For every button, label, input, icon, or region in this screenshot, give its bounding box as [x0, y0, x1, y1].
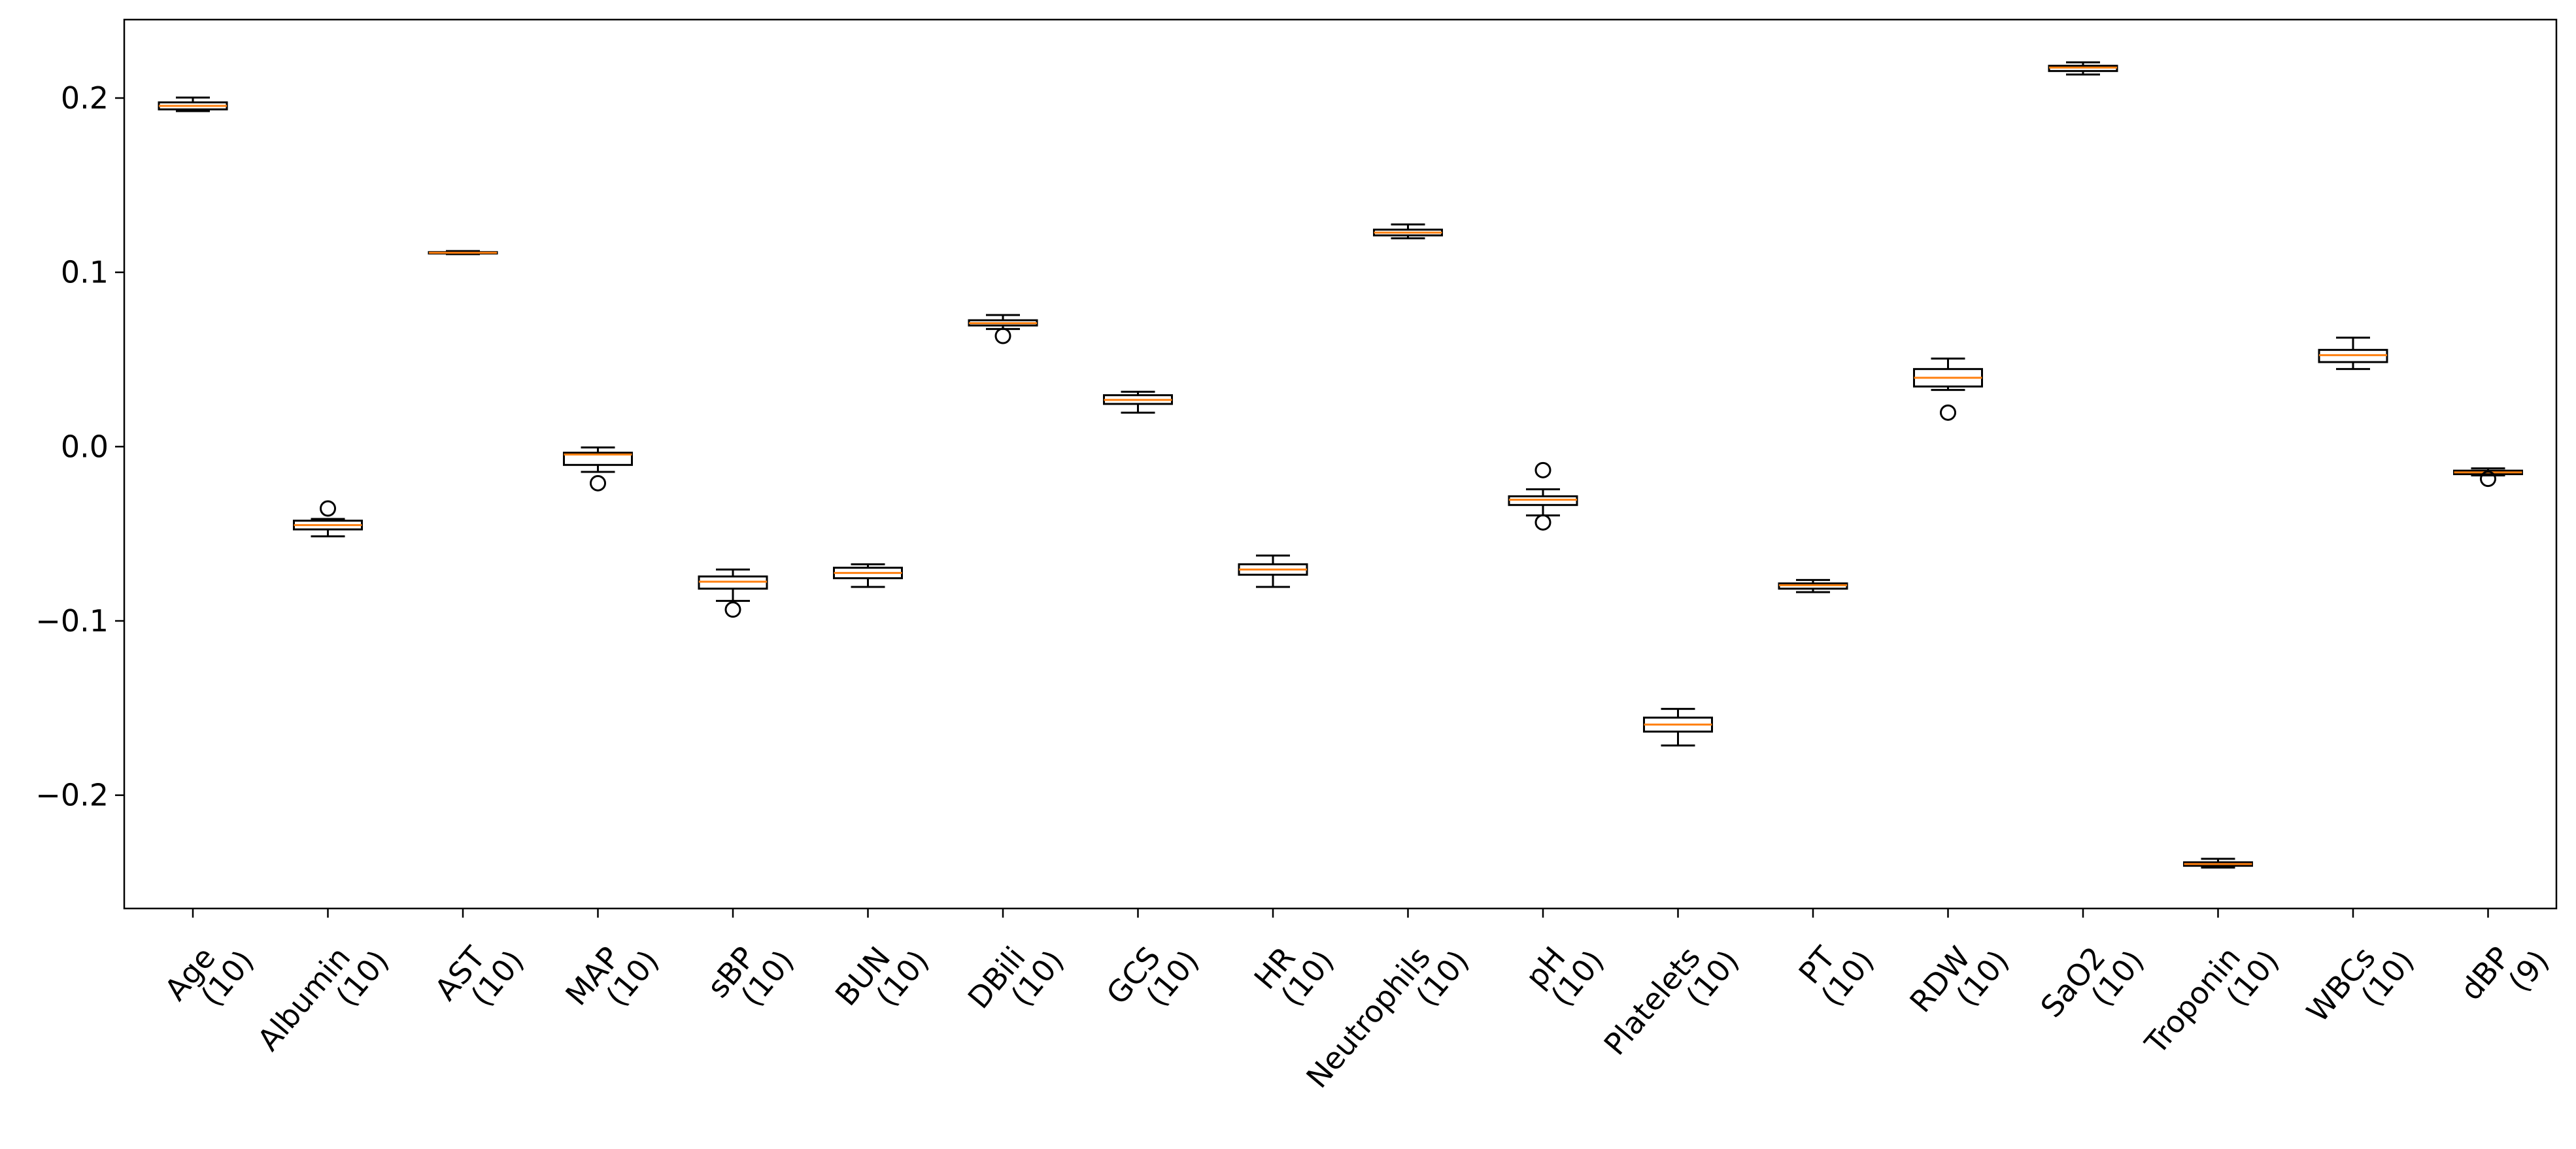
box-platelets [1643, 708, 1713, 747]
box-gcs [1103, 390, 1173, 414]
box-rdw [1913, 358, 1983, 421]
box-bun [833, 563, 903, 588]
outlier-point [994, 327, 1011, 344]
box-ph [1508, 461, 1578, 531]
box-dbp [2453, 467, 2523, 488]
outlier-point [590, 475, 606, 491]
y-axis: −0.2 −0.1 0.0 0.1 0.2 [35, 80, 124, 813]
x-tick-label: HR(10) [1247, 923, 1341, 1016]
box-wbcs [2318, 337, 2388, 371]
box-pt [1778, 578, 1848, 593]
outlier-point [1534, 514, 1551, 531]
box-sbp [698, 568, 768, 618]
x-tick-label: PT(10) [1790, 923, 1881, 1013]
box-sao2 [2048, 61, 2118, 76]
x-tick-label: Age(10) [158, 923, 260, 1027]
box-age [158, 96, 228, 112]
x-tick-label-count: (9) [2501, 943, 2556, 999]
box-albumin [293, 500, 363, 538]
x-tick-label: Neutrophils(10) [1299, 923, 1476, 1115]
box-hr [1238, 554, 1308, 588]
y-tick-label: 0.1 [61, 255, 109, 290]
box-map [563, 446, 633, 491]
box-troponin [2183, 858, 2253, 869]
x-tick-label: Albumin(10) [250, 923, 396, 1078]
x-tick-label: dBP(9) [2453, 923, 2556, 1027]
box-ast [428, 250, 498, 256]
x-tick-label: MAP(10) [558, 923, 666, 1033]
x-tick-label: DBili(10) [961, 923, 1071, 1035]
box-series [158, 61, 2523, 869]
x-tick-label: BUN(10) [828, 923, 936, 1033]
y-tick-label: −0.1 [35, 603, 109, 639]
x-tick-label: Troponin(10) [2137, 923, 2286, 1082]
x-tick-label: pH(10) [1518, 923, 1610, 1015]
outlier-point [1534, 461, 1551, 478]
y-tick-label: −0.2 [35, 778, 109, 813]
x-tick-label: Platelets(10) [1597, 923, 1746, 1082]
x-tick-label: GCS(10) [1100, 923, 1206, 1031]
iqr-box [563, 452, 633, 466]
outlier-point [2480, 471, 2496, 488]
plot-area [123, 18, 2558, 910]
box-neutrophils [1373, 223, 1443, 240]
outlier-point [724, 601, 741, 618]
outlier-point [320, 500, 336, 517]
x-tick-label: RDW(10) [1903, 923, 2016, 1039]
x-axis: Age(10)Albumin(10) AST(10) MAP(10) sBP(10) B… [158, 908, 2556, 1115]
outlier-point [1940, 404, 1956, 421]
y-tick-label: 0.0 [61, 429, 109, 464]
y-tick-label: 0.2 [61, 80, 109, 116]
x-tick-label: SaO2(10) [2033, 923, 2150, 1044]
x-tick-label: WBCs(10) [2299, 923, 2420, 1049]
x-tick-label: AST(10) [428, 923, 530, 1027]
box-dbili [968, 314, 1038, 344]
x-tick-label: sBP(10) [700, 923, 801, 1025]
